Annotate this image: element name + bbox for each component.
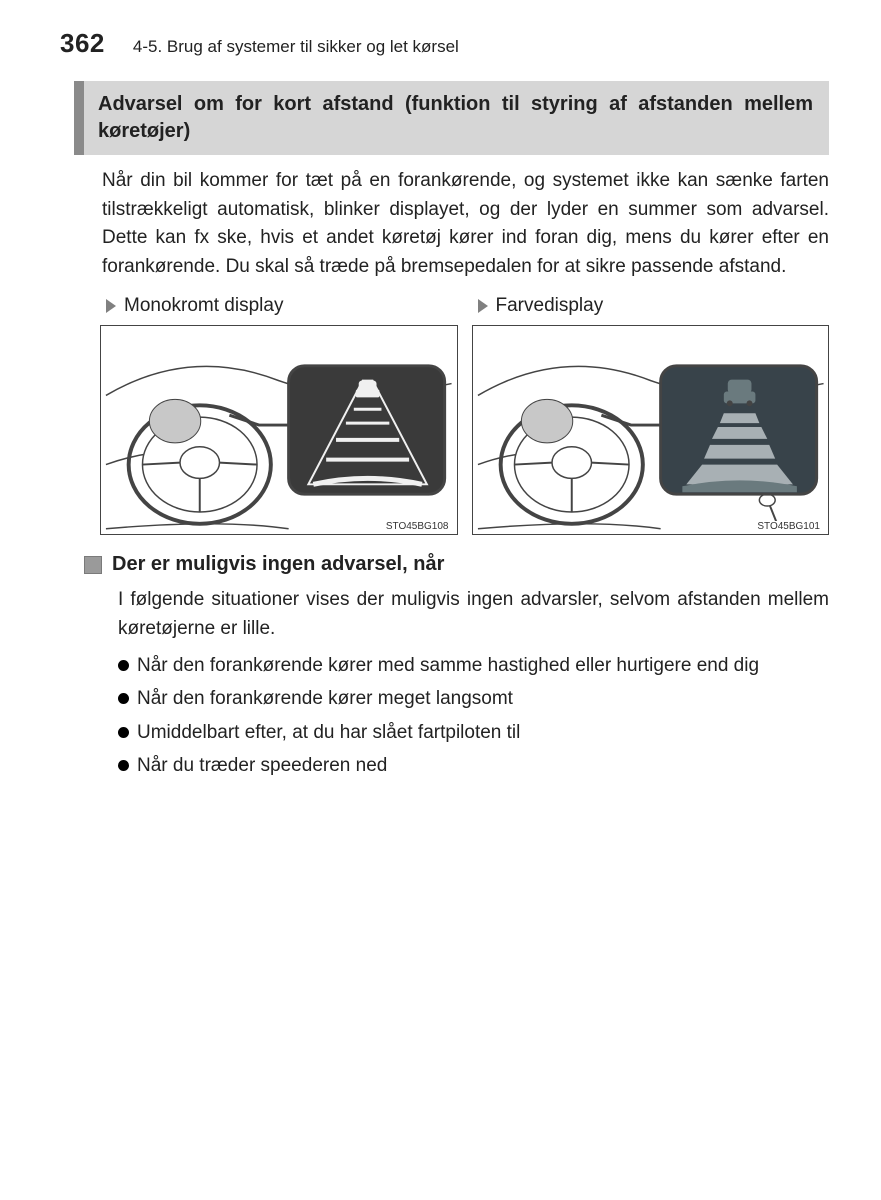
- figure-color-code: STO45BG101: [755, 521, 822, 532]
- bullet-icon: [118, 660, 129, 671]
- bullet-text: Umiddelbart efter, at du har slået fartp…: [137, 718, 829, 747]
- figure-mono: STO45BG108: [100, 325, 458, 535]
- display-mono-label: Monokromt display: [106, 295, 458, 317]
- list-item: Når den forankørende kører med samme has…: [118, 651, 829, 680]
- list-item: Når den forankørende kører meget langsom…: [118, 684, 829, 713]
- display-color-column: Farvedisplay: [472, 295, 830, 535]
- mono-label-text: Monokromt display: [124, 295, 283, 317]
- subsection-title: Der er muligvis ingen advarsel, når: [112, 553, 444, 576]
- dashboard-mono-illustration: [101, 326, 457, 534]
- figure-color: STO45BG101: [472, 325, 830, 535]
- subsection-intro: I følgende situationer vises der muligvi…: [118, 586, 829, 643]
- figure-mono-code: STO45BG108: [384, 521, 451, 532]
- bullet-list: Når den forankørende kører med samme has…: [118, 651, 829, 781]
- triangle-right-icon: [478, 299, 488, 313]
- bullet-text: Når den forankørende kører med samme has…: [137, 651, 829, 680]
- list-item: Når du træder speederen ned: [118, 751, 829, 780]
- bullet-icon: [118, 760, 129, 771]
- bullet-text: Når den forankørende kører meget langsom…: [137, 684, 829, 713]
- display-figures-row: Monokromt display: [100, 295, 829, 535]
- bullet-text: Når du træder speederen ned: [137, 751, 829, 780]
- page-number: 362: [60, 28, 105, 59]
- bullet-icon: [118, 727, 129, 738]
- dashboard-color-illustration: [473, 326, 829, 534]
- subsection-header: Der er muligvis ingen advarsel, når: [84, 553, 829, 576]
- square-bullet-icon: [84, 556, 102, 574]
- warning-title-bar: Advarsel om for kort afstand (funktion t…: [74, 81, 829, 155]
- bullet-icon: [118, 693, 129, 704]
- page-header: 362 4-5. Brug af systemer til sikker og …: [52, 28, 829, 59]
- triangle-right-icon: [106, 299, 116, 313]
- display-mono-column: Monokromt display: [100, 295, 458, 535]
- section-path: 4-5. Brug af systemer til sikker og let …: [133, 37, 459, 57]
- list-item: Umiddelbart efter, at du har slået fartp…: [118, 718, 829, 747]
- color-label-text: Farvedisplay: [496, 295, 604, 317]
- warning-title-text: Advarsel om for kort afstand (funktion t…: [98, 91, 813, 145]
- display-color-label: Farvedisplay: [478, 295, 830, 317]
- intro-paragraph: Når din bil kommer for tæt på en forankø…: [102, 167, 829, 281]
